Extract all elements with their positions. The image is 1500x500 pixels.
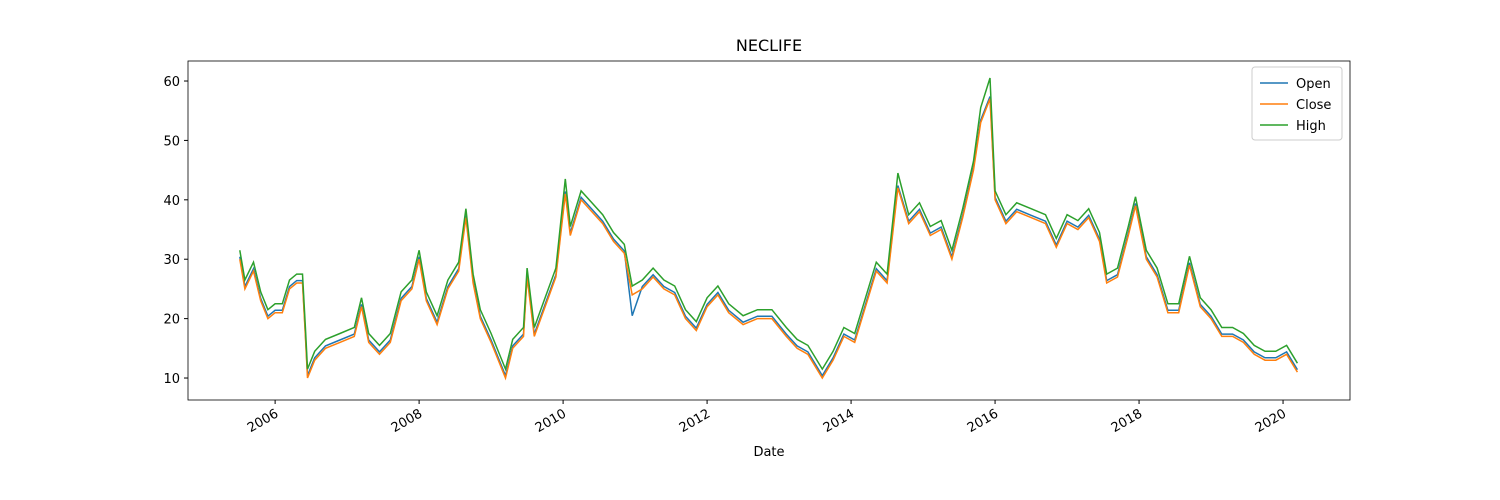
y-tick-label: 40 (163, 194, 180, 209)
legend-label: High (1296, 119, 1326, 134)
legend-box (1251, 66, 1343, 141)
series-line (239, 98, 1299, 381)
y-tick-label: 60 (163, 75, 180, 90)
y-tick-label: 20 (163, 313, 180, 328)
x-tick-label: 2012 (677, 406, 713, 436)
plot-frame (187, 60, 1351, 401)
y-tick-label: 50 (163, 134, 180, 149)
chart-title: NECLIFE (736, 36, 802, 55)
x-tick-label: 2016 (965, 406, 1001, 436)
legend-label: Close (1296, 98, 1331, 113)
series-line (239, 96, 1299, 379)
x-tick-label: 2020 (1253, 406, 1289, 436)
y-tick-label: 30 (163, 253, 180, 268)
x-tick-label: 2008 (389, 406, 425, 436)
legend-label: Open (1296, 77, 1331, 92)
x-axis-label: Date (753, 445, 784, 460)
y-tick-label: 10 (163, 372, 180, 387)
x-tick-label: 2014 (821, 406, 857, 436)
x-tick-label: 2018 (1109, 406, 1145, 436)
x-tick-label: 2010 (533, 406, 569, 436)
series-line (239, 77, 1299, 372)
x-tick-label: 2006 (245, 406, 281, 436)
